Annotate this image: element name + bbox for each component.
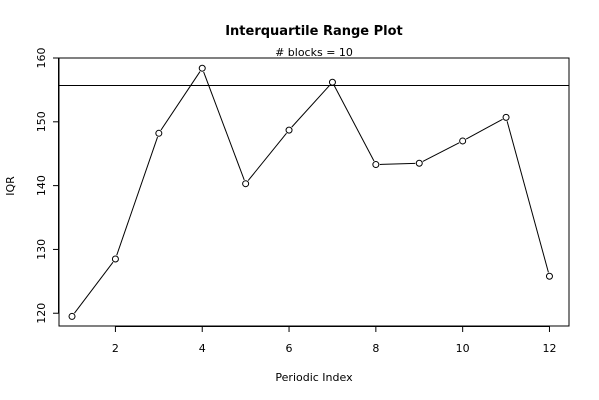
x-tick-label: 6 — [286, 342, 293, 355]
x-tick-label: 12 — [542, 342, 556, 355]
y-tick-label: 150 — [35, 111, 48, 132]
series-segment — [506, 121, 549, 273]
chart-title: Interquartile Range Plot — [225, 24, 403, 39]
series-segment — [291, 84, 331, 128]
data-point — [198, 64, 206, 72]
x-tick-label: 8 — [372, 342, 379, 355]
data-point — [502, 113, 510, 121]
data-point — [545, 272, 553, 280]
data-point — [372, 161, 380, 169]
data-point — [459, 137, 467, 145]
x-tick-label: 10 — [456, 342, 470, 355]
y-tick-label: 130 — [35, 239, 48, 260]
series-segment — [333, 85, 375, 162]
y-tick-label: 140 — [35, 175, 48, 196]
data-point — [242, 180, 250, 188]
data-point — [285, 126, 293, 134]
series-segment — [160, 71, 201, 131]
data-point — [68, 312, 76, 320]
data-point — [328, 78, 336, 86]
y-tick-label: 160 — [35, 48, 48, 69]
axes: 2 4 6 8 10 12 120 130 140 150 160 — [35, 48, 556, 356]
data-point — [155, 129, 163, 137]
series-group — [68, 64, 553, 320]
x-tick-label: 4 — [199, 342, 206, 355]
y-axis-label: IQR — [4, 176, 17, 196]
series-segment — [247, 132, 287, 181]
data-point — [111, 255, 119, 263]
data-point — [415, 159, 423, 167]
plot-area-border — [58, 57, 570, 327]
x-axis-label: Periodic Index — [275, 371, 353, 384]
y-tick-label: 120 — [35, 303, 48, 324]
series-segment — [116, 136, 158, 256]
series-segment — [379, 162, 416, 165]
x-tick-label: 2 — [112, 342, 119, 355]
series-segment — [203, 71, 245, 181]
series-segment — [74, 261, 114, 314]
chart-subtitle: # blocks = 10 — [275, 46, 353, 59]
series-segment — [465, 118, 503, 140]
series-segment — [422, 142, 460, 162]
